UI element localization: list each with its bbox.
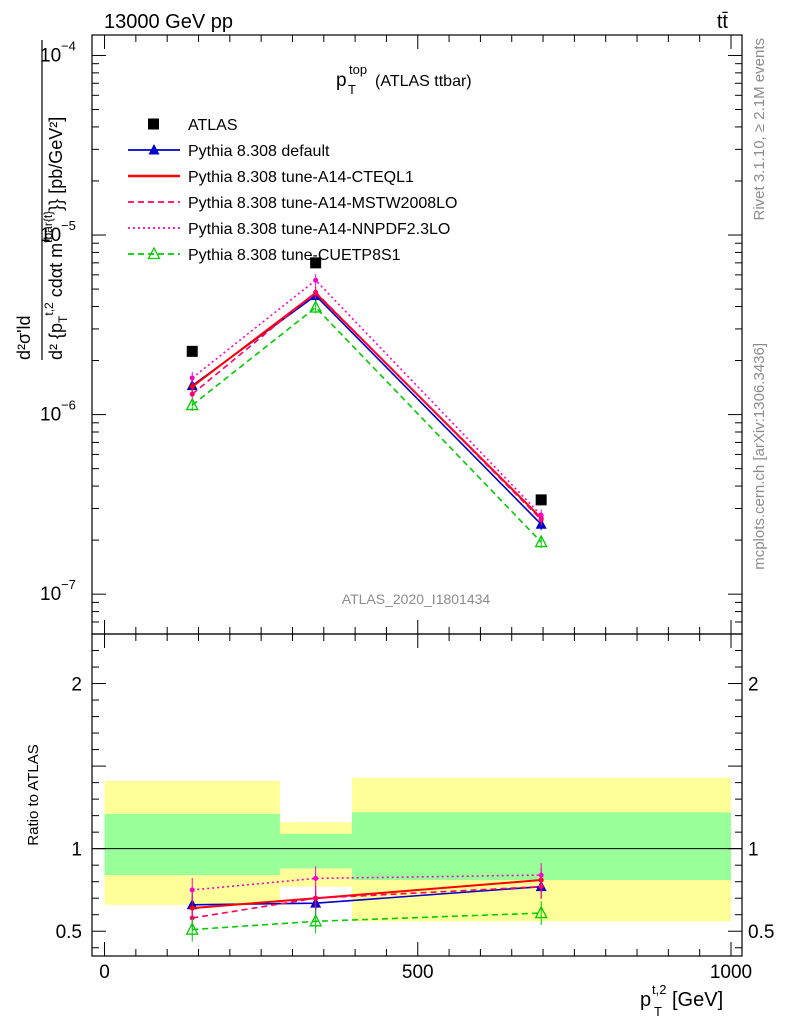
plot-frames [91,34,743,957]
ratio-marker [313,875,319,881]
y-tick-label-exp: −7 [61,577,76,592]
svg-text:T: T [348,82,356,97]
x-tick-label: 0 [99,962,110,983]
ratio-y-tick-label-right: 1 [748,840,759,861]
x-tick-label: 500 [402,962,434,983]
mcplots-label: mcplots.cern.ch [arXiv:1306.3436] [751,343,768,570]
data-point [310,257,322,269]
ratio-marker [309,913,323,927]
legend-marker [148,118,159,130]
header-right: tt̄ [717,11,729,33]
legend-label: ATLAS [188,117,238,134]
ratio-marker [313,895,319,901]
ratio-y-tick-label-right: 0.5 [748,922,774,943]
ratio-y-tick-label: 2 [71,675,82,696]
header-left: 13000 GeV pp [104,11,233,33]
data-point [185,397,199,411]
legend: ATLAS Pythia 8.308 default Pythia 8.308 tu… [128,117,457,264]
band-green [279,833,352,869]
legend-label: Pythia 8.308 default [188,143,330,160]
legend-label: Pythia 8.308 tune-A14-CTEQL1 [188,169,414,186]
legend-item-cteql1: Pythia 8.308 tune-A14-CTEQL1 [128,169,414,186]
svg-text:(ATLAS ttbar): (ATLAS ttbar) [375,73,472,90]
ratio-y-tick-label: 0.5 [56,922,82,943]
legend-item-default: Pythia 8.308 default [128,143,330,160]
y-tick-label-exp: −5 [61,218,76,233]
data-point [538,512,544,518]
legend-item-nnpdf: Pythia 8.308 tune-A14-NNPDF2.3LO [128,221,450,238]
x-tick-label: 1000 [710,962,752,983]
y-tick-label-exp: −6 [61,398,76,413]
data-point [189,391,195,397]
ratio-frame [91,633,743,957]
ratio-marker [538,872,544,878]
data-series [185,257,548,942]
svg-text:d²σ'ld: d²σ'ld [14,315,34,360]
series-line [191,291,542,519]
ratio-line [192,874,542,891]
rivet-label: Rivet 3.1.10, ≥ 2.1M events [751,38,768,221]
y-tick-label: 10 [40,405,61,426]
series-cuetp [185,300,548,942]
series-line [191,279,542,516]
y-tick-label: 10 [40,225,61,246]
ratio-marker [189,887,195,893]
analysis-id: ATLAS_2020_I1801434 [342,591,491,607]
y-tick-label: 10 [40,584,61,605]
y-tick-label-exp: −4 [61,38,76,53]
data-point [534,534,548,548]
svg-text:top: top [349,62,367,77]
axis-ticks: 10 −410 −510 −610 −72 21 10.5 0.50 500 1000 [40,35,774,983]
data-point [189,384,195,390]
svg-text:d² {pTt,2 cdαt mtbar{t}}} [pb/: d² {pTt,2 cdαt mtbar{t}}} [pb/GeV²] [41,117,70,360]
data-point [186,345,198,357]
data-point [313,277,319,283]
legend-label: Pythia 8.308 tune-CUETP8S1 [188,247,401,264]
series-line [191,306,542,543]
x-axis-label: p t,2 T [GeV] [640,982,723,1019]
data-point [309,300,323,313]
ratio-marker [534,905,548,919]
ratio-marker [185,922,199,935]
svg-text:[GeV]: [GeV] [672,989,723,1011]
legend-marker [147,246,161,260]
ratio-y-tick-label-right: 2 [748,675,759,696]
series-nnpdf [189,274,544,902]
legend-label: Pythia 8.308 tune-A14-MSTW2008LO [188,195,457,212]
svg-text:p: p [336,70,347,91]
legend-label: Pythia 8.308 tune-A14-NNPDF2.3LO [188,221,450,238]
band-green [104,813,280,876]
svg-text:t,2: t,2 [652,982,666,997]
svg-text:T: T [654,1004,662,1019]
data-point [313,289,319,295]
plot-title: p top T (ATLAS ttbar) [336,62,472,97]
legend-item-mstw: Pythia 8.308 tune-A14-MSTW2008LO [128,195,457,212]
ratio-bands [92,777,742,922]
y-axis-label-ratio: Ratio to ATLAS [25,744,42,845]
data-point [189,375,195,381]
data-point [535,494,547,506]
svg-text:p: p [640,989,651,1011]
legend-item-atlas: ATLAS [148,117,238,134]
legend-marker [148,144,160,155]
series-line [191,294,542,525]
legend-item-cuetp: Pythia 8.308 tune-CUETP8S1 [128,246,401,264]
y-tick-label: 10 [40,45,61,66]
series-line [191,291,542,521]
y-axis-label-main: d²σ'ld d² {pTt,2 cdαt mtbar{t}}} [pb/GeV… [14,40,70,360]
ratio-y-tick-label: 1 [71,840,82,861]
series-atlas [186,257,547,506]
